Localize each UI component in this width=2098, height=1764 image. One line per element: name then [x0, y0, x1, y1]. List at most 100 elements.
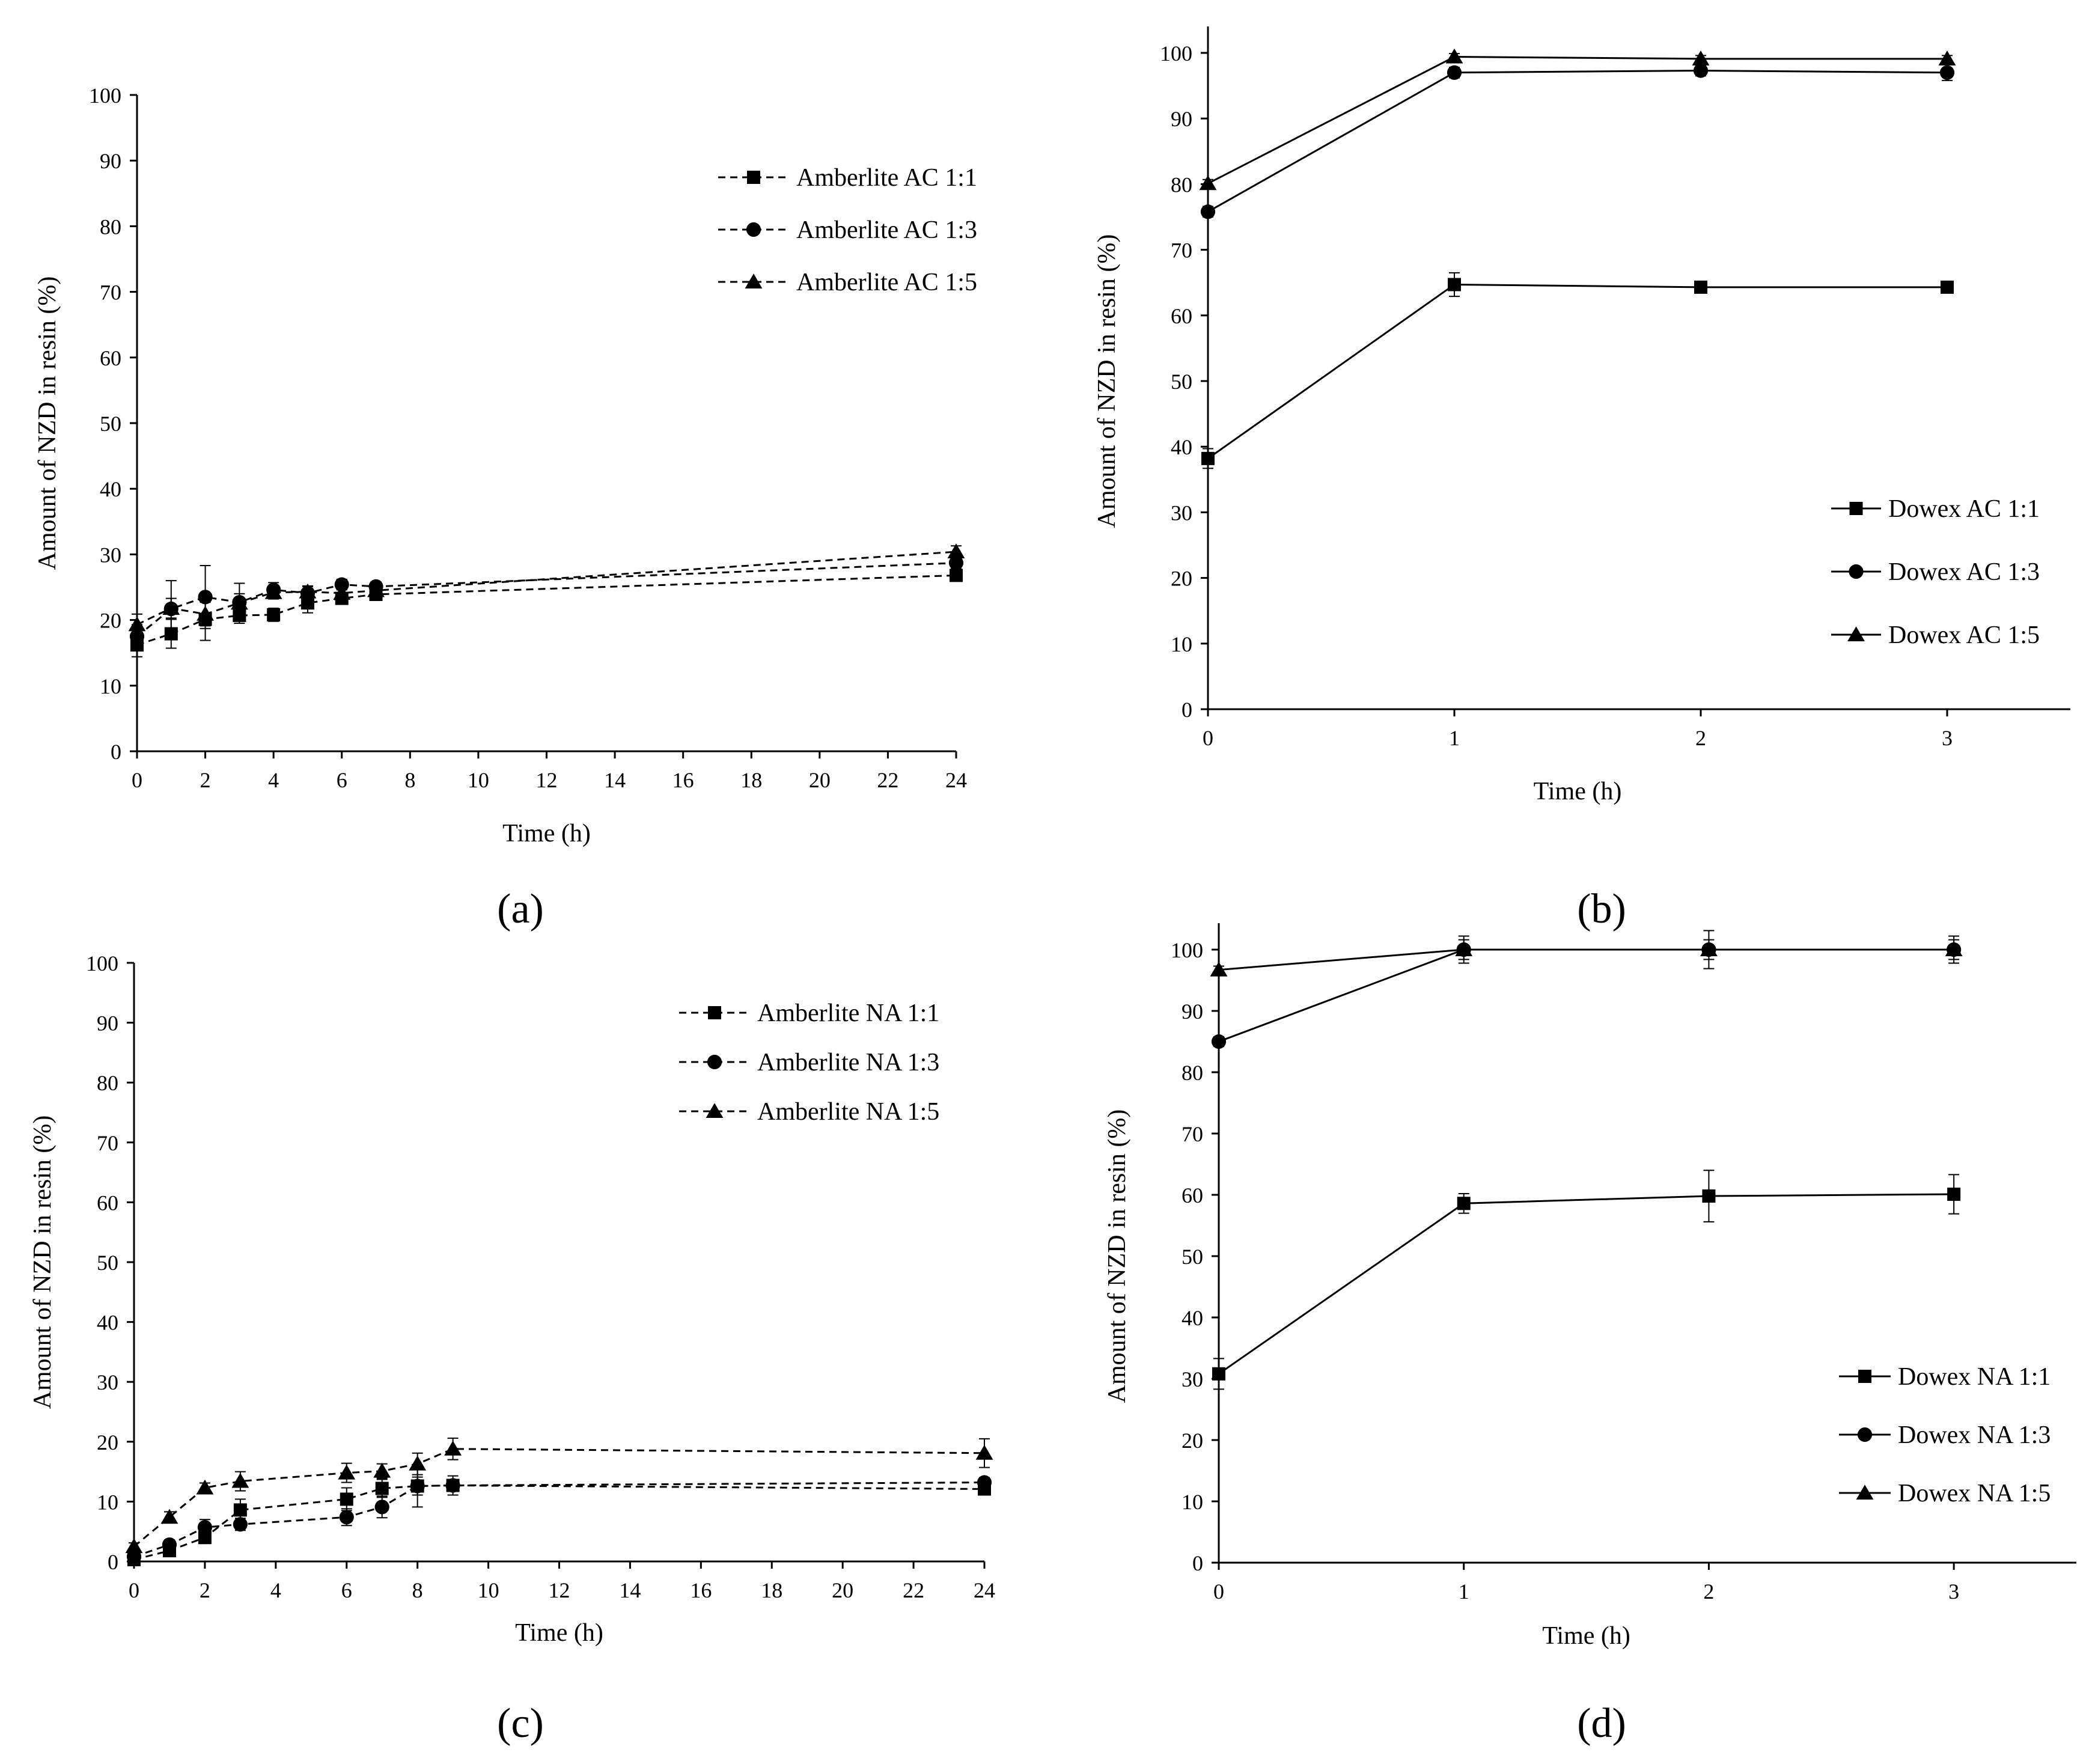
series-triangle [1199, 48, 1956, 191]
legend-marker-square [747, 171, 760, 184]
y-tick-label: 10 [1171, 632, 1192, 656]
x-tick-label: 0 [1203, 726, 1213, 750]
legend-label: Dowex AC 1:3 [1888, 558, 2040, 586]
legend-label: Dowex AC 1:5 [1888, 621, 2040, 649]
data-point-triangle [1700, 941, 1718, 956]
legend-marker-triangle [1847, 626, 1865, 641]
y-tick-label: 20 [1171, 567, 1192, 591]
panel-label: (a) [497, 886, 544, 932]
x-axis-title: Time (h) [1542, 1622, 1630, 1650]
y-tick-label: 90 [1182, 999, 1203, 1024]
x-tick-label: 10 [478, 1578, 499, 1602]
x-tick-label: 2 [200, 1578, 210, 1602]
series-line [133, 1448, 985, 1548]
legend-label: Amberlite NA 1:1 [757, 999, 939, 1027]
y-tick-label: 60 [97, 1191, 118, 1215]
series-circle [1211, 930, 1962, 1049]
data-point-triangle [373, 1462, 391, 1478]
x-tick-label: 3 [1948, 1579, 1959, 1604]
legend-marker-circle [746, 222, 761, 237]
x-axis-title: Time (h) [515, 1619, 603, 1647]
data-point-square [233, 1503, 247, 1517]
y-tick-label: 80 [1171, 172, 1192, 197]
x-tick-label: 20 [809, 768, 831, 792]
y-tick-label: 70 [97, 1131, 118, 1155]
y-tick-label: 70 [100, 281, 121, 305]
legend-label: Dowex NA 1:1 [1898, 1363, 2051, 1391]
x-tick-label: 24 [974, 1578, 995, 1602]
data-point-triangle [160, 1509, 178, 1524]
series-square [1212, 1170, 1961, 1390]
series-triangle [128, 543, 965, 636]
y-tick-label: 30 [1182, 1367, 1203, 1391]
y-tick-label: 20 [97, 1430, 118, 1454]
x-tick-label: 8 [404, 768, 415, 792]
data-point-triangle [338, 1464, 356, 1480]
x-tick-label: 8 [412, 1578, 423, 1602]
data-point-square [1201, 451, 1215, 465]
x-tick-label: 2 [1703, 1579, 1714, 1604]
data-point-triangle [367, 582, 385, 597]
y-tick-label: 70 [1171, 239, 1192, 263]
data-point-triangle [333, 585, 351, 600]
series-line [133, 1482, 985, 1558]
x-tick-label: 16 [690, 1578, 712, 1602]
data-point-circle [1200, 204, 1216, 219]
x-axis-title: Time (h) [502, 820, 591, 847]
y-axis-title: Amount of NZD in resin (%) [29, 1115, 56, 1409]
legend-marker-square [1849, 502, 1863, 515]
y-axis-title: Amount of NZD in resin (%) [1093, 234, 1121, 528]
data-point-triangle [162, 600, 180, 615]
x-tick-label: 2 [200, 768, 211, 792]
series-line [1207, 283, 1947, 460]
y-tick-label: 40 [1182, 1306, 1203, 1330]
x-tick-label: 1 [1449, 726, 1460, 750]
legend-label: Dowex NA 1:3 [1898, 1421, 2051, 1449]
y-tick-label: 10 [1182, 1490, 1203, 1514]
series-line [1218, 948, 1954, 1043]
panel-label: (d) [1577, 1700, 1626, 1747]
y-tick-label: 90 [97, 1012, 118, 1036]
y-tick-label: 50 [1171, 370, 1192, 394]
x-tick-label: 3 [1942, 726, 1953, 750]
x-tick-label: 0 [129, 1578, 139, 1602]
legend-marker-triangle [745, 273, 763, 288]
series-line [1218, 1193, 1954, 1375]
x-tick-label: 1 [1459, 1579, 1469, 1604]
x-tick-label: 16 [672, 768, 694, 792]
x-tick-label: 10 [468, 768, 489, 792]
y-tick-label: 30 [1171, 501, 1192, 525]
x-tick-label: 22 [877, 768, 898, 792]
data-point-triangle [975, 1444, 993, 1460]
x-tick-label: 14 [604, 768, 626, 792]
data-point-triangle [1455, 941, 1473, 956]
series-line [133, 1485, 985, 1561]
y-tick-label: 100 [89, 84, 121, 108]
data-point-triangle [1945, 941, 1963, 956]
series-line [136, 574, 957, 646]
x-tick-label: 4 [268, 768, 279, 792]
data-point-triangle [128, 616, 146, 632]
y-tick-label: 0 [1182, 698, 1192, 722]
y-tick-label: 80 [1182, 1061, 1203, 1085]
data-point-triangle [409, 1455, 427, 1471]
panel-label: (c) [497, 1700, 544, 1747]
y-tick-label: 10 [100, 674, 121, 698]
series-line [1207, 56, 1947, 185]
data-point-circle [1211, 1034, 1227, 1049]
legend-label: Dowex AC 1:1 [1888, 495, 2040, 523]
data-point-square [1947, 1187, 1961, 1201]
data-point-triangle [264, 584, 282, 599]
data-point-circle [162, 1537, 177, 1552]
series-line [1207, 69, 1948, 213]
data-point-circle [410, 1479, 425, 1494]
data-point-triangle [1210, 961, 1228, 977]
x-tick-label: 6 [341, 1578, 352, 1602]
data-point-triangle [1692, 50, 1710, 66]
y-tick-label: 100 [86, 951, 118, 975]
series-triangle [1210, 939, 1963, 977]
y-tick-label: 60 [1182, 1183, 1203, 1207]
series-square [130, 569, 963, 658]
data-point-circle [129, 629, 145, 644]
data-point-circle [1939, 65, 1955, 80]
